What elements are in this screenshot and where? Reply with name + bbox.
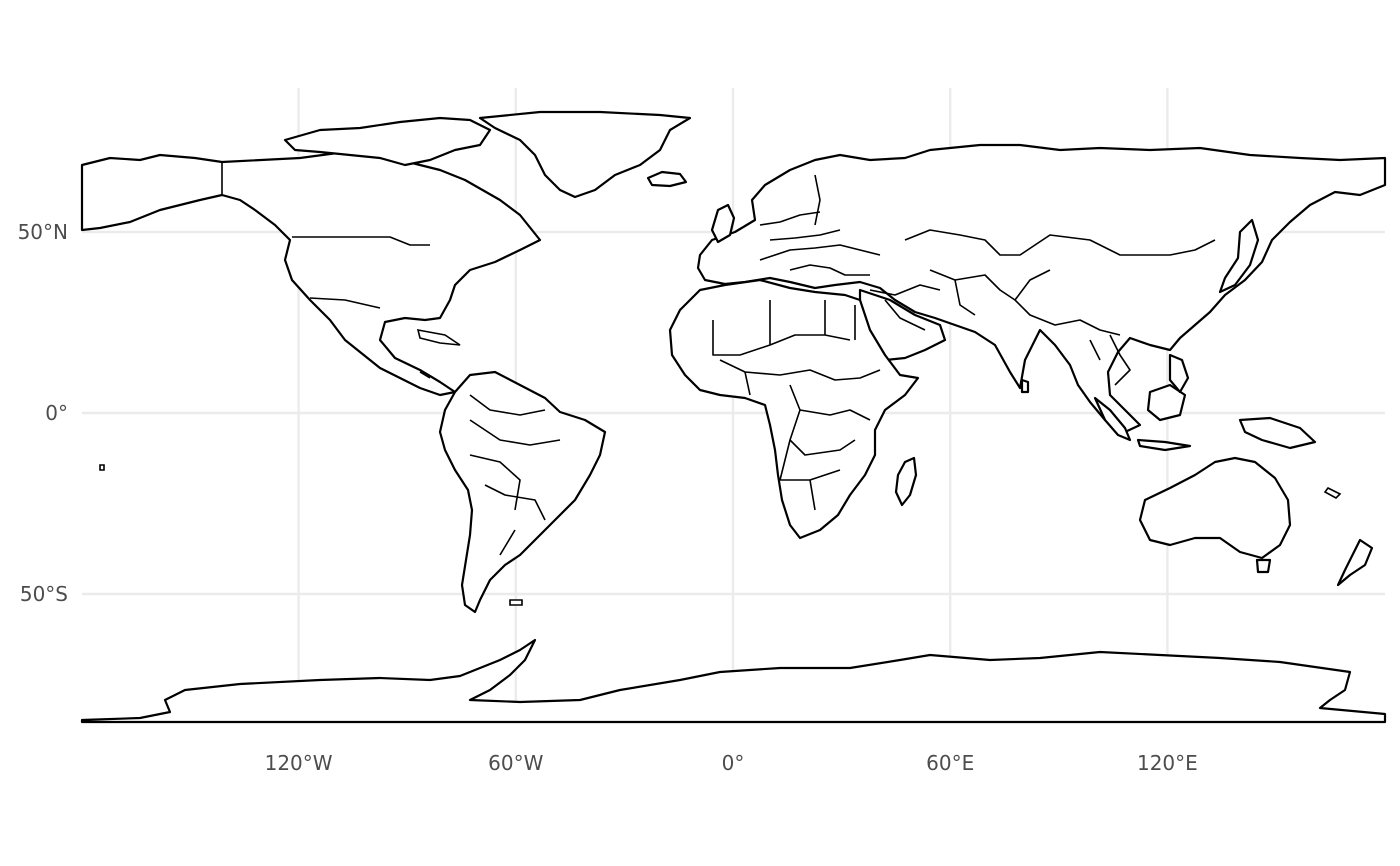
australia: [1138, 456, 1292, 560]
country-borders: [221, 162, 1216, 556]
y-tick-label: 50°S: [20, 582, 68, 606]
great-britain: [710, 203, 736, 244]
axis-tick-labels: 120°W 60°W 0° 60°E 120°E 50°N 0° 50°S: [18, 220, 1198, 775]
x-tick-label: 120°W: [265, 751, 333, 775]
africa: [668, 278, 920, 540]
eurasia: [696, 143, 1387, 434]
cuba: [416, 328, 461, 346]
sumatra: [1093, 396, 1132, 442]
x-tick-label: 60°W: [488, 751, 543, 775]
y-tick-label: 50°N: [18, 220, 68, 244]
border-middle-east: [869, 284, 941, 331]
new-caledonia: [1323, 486, 1342, 499]
philippines: [1168, 353, 1190, 394]
borneo: [1146, 383, 1187, 422]
border-south-america: [469, 394, 561, 556]
falkland-islands: [509, 599, 523, 606]
hawaii: [99, 464, 105, 471]
new-zealand: [1336, 538, 1374, 587]
x-tick-label: 60°E: [926, 751, 974, 775]
antarctica: [80, 638, 1387, 724]
border-asia: [904, 229, 1216, 386]
border-central-america: [394, 357, 431, 379]
y-tick-label: 0°: [45, 401, 68, 425]
tasmania: [1255, 558, 1272, 574]
land-layer: [80, 110, 1387, 724]
border-africa: [712, 300, 881, 511]
border-us-canada: [292, 236, 430, 246]
x-tick-label: 120°E: [1137, 751, 1198, 775]
border-us-mexico: [309, 297, 381, 309]
north-america: [80, 148, 542, 397]
greenland: [478, 110, 692, 199]
iceland: [646, 170, 688, 188]
x-tick-label: 0°: [722, 751, 745, 775]
madagascar: [894, 456, 918, 507]
japan: [1218, 218, 1260, 294]
arctic-archipelago: [283, 116, 492, 167]
new-guinea: [1238, 416, 1317, 450]
south-america: [438, 370, 607, 614]
java: [1136, 438, 1192, 452]
sri-lanka: [1020, 378, 1030, 394]
border-europe: [759, 174, 881, 276]
